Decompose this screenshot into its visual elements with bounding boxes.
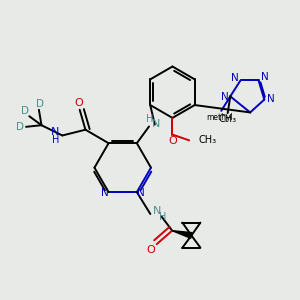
Text: N: N xyxy=(267,94,274,104)
Polygon shape xyxy=(172,231,192,238)
Text: CH₃: CH₃ xyxy=(219,115,237,124)
Text: D: D xyxy=(21,106,29,116)
Text: N: N xyxy=(51,127,59,136)
Text: H: H xyxy=(146,114,153,124)
Text: N: N xyxy=(153,206,161,216)
Text: N: N xyxy=(261,72,269,82)
Text: N: N xyxy=(220,92,228,102)
Text: O: O xyxy=(75,98,83,108)
Text: N: N xyxy=(100,188,108,198)
Text: N: N xyxy=(231,74,238,83)
Text: H: H xyxy=(159,212,166,222)
Text: methyl: methyl xyxy=(206,113,233,122)
Text: N: N xyxy=(152,119,160,129)
Text: O: O xyxy=(147,245,155,255)
Text: N: N xyxy=(137,188,145,198)
Text: CH₃: CH₃ xyxy=(198,135,216,146)
Text: D: D xyxy=(16,122,24,132)
Text: H: H xyxy=(52,135,59,145)
Text: O: O xyxy=(168,136,177,146)
Text: D: D xyxy=(36,99,44,109)
